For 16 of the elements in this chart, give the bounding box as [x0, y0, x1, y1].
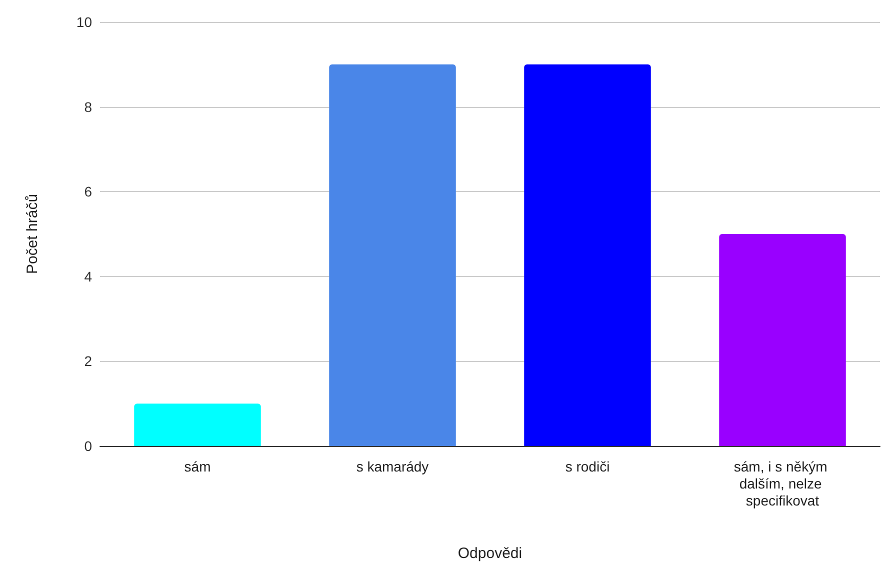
x-axis-title: Odpovědi — [458, 545, 522, 562]
y-tick-label: 10 — [76, 14, 92, 30]
y-tick-label: 8 — [84, 98, 92, 115]
x-tick-label: sám — [184, 458, 211, 474]
x-tick-label: sám, i s někým dalším, nelze specifikovat — [734, 458, 832, 508]
bar — [719, 234, 846, 446]
bar — [329, 64, 456, 446]
y-tick-label: 0 — [84, 438, 92, 454]
y-tick-label: 2 — [84, 353, 92, 370]
x-tick-label: s kamarády — [356, 458, 429, 474]
x-tick-label: s rodiči — [565, 458, 610, 474]
y-tick-label: 6 — [84, 184, 92, 200]
bar — [134, 404, 261, 446]
y-tick-label: 4 — [84, 268, 92, 284]
bar — [524, 64, 651, 446]
y-axis-title: Počet hráčů — [24, 194, 41, 274]
